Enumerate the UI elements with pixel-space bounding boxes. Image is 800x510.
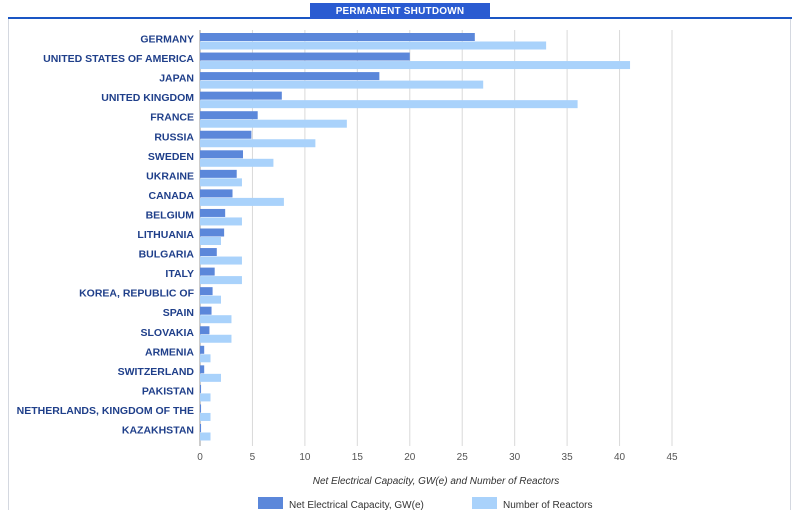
x-tick-label: 35	[562, 452, 574, 463]
bar-capacity[interactable]	[200, 111, 258, 120]
bar-capacity[interactable]	[200, 189, 233, 198]
bar-capacity[interactable]	[200, 33, 475, 41]
category-label: RUSSIA	[154, 131, 194, 143]
legend-swatch-reactors	[472, 497, 497, 509]
bar-reactors[interactable]	[200, 41, 547, 50]
category-label: JAPAN	[159, 73, 194, 85]
bar-capacity[interactable]	[200, 306, 212, 315]
bar-reactors[interactable]	[200, 393, 211, 402]
x-tick-label: 15	[352, 452, 364, 463]
bar-reactors[interactable]	[200, 237, 221, 245]
bar-capacity[interactable]	[200, 384, 202, 393]
bar-capacity[interactable]	[200, 228, 225, 237]
bar-reactors[interactable]	[200, 315, 232, 324]
x-tick-labels: 0 5 10 15 20 25 30 35 40 45	[197, 452, 678, 463]
legend-label-capacity: Net Electrical Capacity, GW(e)	[289, 500, 424, 510]
category-label: LITHUANIA	[137, 229, 194, 241]
x-tick-label: 40	[614, 452, 626, 463]
bar-reactors[interactable]	[200, 276, 242, 285]
bar-capacity[interactable]	[200, 404, 202, 413]
bar-capacity[interactable]	[200, 326, 210, 335]
bar-capacity[interactable]	[200, 72, 380, 81]
bar-capacity[interactable]	[200, 150, 244, 159]
category-label: BELGIUM	[146, 209, 195, 221]
legend[interactable]: Net Electrical Capacity, GW(e) Number of…	[258, 497, 592, 510]
bar-capacity[interactable]	[200, 248, 217, 257]
category-label: PAKISTAN	[142, 385, 194, 397]
category-label: KAZAKHSTAN	[122, 425, 194, 437]
category-label: NETHERLANDS, KINGDOM OF THE	[17, 405, 194, 417]
bar-capacity[interactable]	[200, 365, 205, 374]
bar-reactors[interactable]	[200, 158, 274, 167]
bar-reactors[interactable]	[200, 217, 242, 226]
bar-capacity[interactable]	[200, 91, 282, 100]
category-label: CANADA	[149, 190, 195, 202]
category-label: UKRAINE	[146, 170, 194, 182]
bar-reactors[interactable]	[200, 61, 631, 70]
category-label: SPAIN	[163, 307, 194, 319]
bar-reactors[interactable]	[200, 432, 211, 441]
category-labels: GERMANY UNITED STATES OF AMERICA JAPAN UNIT…	[17, 34, 195, 437]
category-label: ARMENIA	[145, 346, 194, 358]
x-tick-label: 10	[299, 452, 311, 463]
chart-panel	[8, 19, 791, 510]
bar-reactors[interactable]	[200, 373, 221, 382]
chart-tab-title[interactable]: PERMANENT SHUTDOWN	[310, 3, 490, 19]
bar-reactors[interactable]	[200, 334, 232, 343]
x-tick-label: 25	[457, 452, 469, 463]
category-label: GERMANY	[140, 34, 194, 46]
category-label: SWITZERLAND	[118, 366, 195, 378]
category-label: UNITED KINGDOM	[101, 92, 194, 104]
bar-capacity[interactable]	[200, 287, 213, 296]
bar-reactors[interactable]	[200, 178, 242, 187]
gridlines	[199, 30, 673, 446]
category-label: SWEDEN	[148, 151, 194, 163]
legend-label-reactors: Number of Reactors	[503, 500, 592, 510]
x-tick-label: 45	[666, 452, 678, 463]
bar-capacity[interactable]	[200, 267, 215, 276]
x-tick-label: 20	[404, 452, 416, 463]
x-axis-title: Net Electrical Capacity, GW(e) and Numbe…	[313, 476, 560, 487]
bar-reactors[interactable]	[200, 197, 284, 206]
bar-reactors[interactable]	[200, 80, 484, 89]
category-label: SLOVAKIA	[141, 327, 195, 339]
x-tick-label: 30	[509, 452, 521, 463]
bar-capacity[interactable]	[200, 169, 237, 178]
bar-capacity[interactable]	[200, 208, 226, 217]
x-tick-label: 0	[197, 452, 203, 463]
bar-reactors[interactable]	[200, 256, 242, 265]
bars	[200, 33, 631, 441]
bar-capacity[interactable]	[200, 130, 252, 139]
bar-reactors[interactable]	[200, 139, 316, 148]
category-label: UNITED STATES OF AMERICA	[43, 53, 194, 65]
bar-reactors[interactable]	[200, 295, 221, 304]
legend-swatch-capacity	[258, 497, 283, 509]
category-label: ITALY	[165, 268, 194, 280]
bar-reactors[interactable]	[200, 119, 347, 128]
category-label: BULGARIA	[139, 249, 195, 261]
bar-capacity[interactable]	[200, 52, 410, 61]
bar-reactors[interactable]	[200, 354, 211, 363]
bar-reactors[interactable]	[200, 100, 578, 109]
bar-reactors[interactable]	[200, 412, 211, 421]
category-label: KOREA, REPUBLIC OF	[79, 288, 195, 300]
bar-capacity[interactable]	[200, 424, 202, 432]
bar-capacity[interactable]	[200, 345, 205, 354]
category-label: FRANCE	[150, 112, 194, 124]
x-tick-label: 5	[250, 452, 256, 463]
